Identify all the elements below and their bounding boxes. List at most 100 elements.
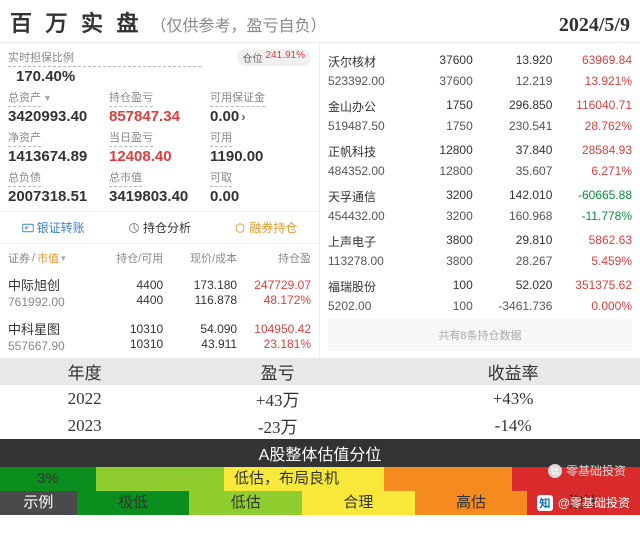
stock-name: 沃尔核材	[328, 53, 408, 70]
wechat-watermark: 信 零基础投资	[548, 462, 626, 479]
holding-row[interactable]: 沃尔核材 37600 13.920 63969.84	[328, 49, 632, 74]
stock-mv: 484352.00	[328, 164, 408, 178]
liability-value: 2007318.51	[8, 188, 109, 205]
stock-pct: 28.762%	[552, 119, 632, 133]
margin-ratio-value: 170.40%	[16, 68, 75, 85]
stock-cost: 12.219	[473, 74, 553, 88]
stock-pct: 6.271%	[552, 164, 632, 178]
page-title: 百 万 实 盘	[10, 6, 143, 38]
stock-name: 福瑞股份	[328, 278, 408, 295]
sort-icon[interactable]: ▾	[61, 253, 66, 264]
stock-name: 正帆科技	[328, 143, 408, 160]
total-assets-value: 3420993.40	[8, 108, 109, 125]
stock-pl: 104950.42	[254, 322, 311, 336]
day-pl-value: 12408.40	[109, 148, 210, 165]
market-value-value: 3419803.40	[109, 188, 210, 205]
stock-price: 13.920	[473, 53, 553, 70]
stock-pct: 5.459%	[552, 254, 632, 268]
stock-cost: 160.968	[473, 209, 553, 223]
header-date: 2024/5/9	[559, 14, 630, 37]
avail-margin-label: 可用保证金	[210, 89, 265, 107]
stock-pct: 0.000%	[552, 299, 632, 313]
stock-cost: -3461.736	[473, 299, 553, 313]
stock-avail: 3800	[408, 254, 473, 268]
stock-pl: 351375.62	[552, 278, 632, 295]
stock-pct: 23.181%	[237, 337, 311, 351]
stock-qty: 4400	[137, 278, 164, 292]
holding-row[interactable]: 上声电子 3800 29.810 5862.63	[328, 229, 632, 254]
valuation-legend-label: 示例	[0, 491, 77, 515]
stock-cost: 230.541	[473, 119, 553, 133]
stock-qty: 3200	[408, 188, 473, 205]
stock-qty: 10310	[130, 322, 163, 336]
holding-row[interactable]: 中科星图557667.90 1031010310 54.09043.911 10…	[0, 314, 319, 358]
available-label: 可用	[210, 129, 232, 147]
valuation-current-pct: 3%	[37, 470, 59, 487]
holding-row[interactable]: 金山办公 1750 296.850 116040.71	[328, 94, 632, 119]
day-pl-label: 当日盈亏	[109, 129, 153, 147]
holding-row-sub: 519487.50 1750 230.541 28.762%	[328, 119, 632, 139]
stock-price: 173.180	[194, 278, 237, 292]
valuation-band-label: 低估	[189, 491, 302, 515]
stock-mv: 519487.50	[328, 119, 408, 133]
stock-mv: 113278.00	[328, 254, 408, 268]
stock-pct: 13.921%	[552, 74, 632, 88]
stock-price: 54.090	[200, 322, 237, 336]
stock-mv: 5202.00	[328, 299, 408, 313]
holding-pl-label: 持仓盈亏	[109, 89, 153, 107]
stock-pct: 48.172%	[237, 293, 311, 307]
valuation-note: 低估，布局良机	[234, 467, 339, 491]
valuation-band-label: 合理	[302, 491, 415, 515]
wechat-icon: 信	[548, 464, 562, 478]
zhihu-icon: 知	[537, 495, 553, 511]
stock-pl: 247729.07	[254, 278, 311, 292]
stock-qty: 1750	[408, 98, 473, 115]
holding-row[interactable]: 福瑞股份 100 52.020 351375.62	[328, 274, 632, 299]
year-row: 2022+43万+43%	[0, 385, 640, 412]
stock-pl: 63969.84	[552, 53, 632, 70]
stock-avail: 37600	[408, 74, 473, 88]
pie-icon	[128, 222, 140, 234]
stock-cost: 28.267	[473, 254, 553, 268]
year-col: 年度	[0, 358, 169, 385]
position-pill: 仓位 241.91%	[237, 49, 311, 66]
stock-price: 29.810	[473, 233, 553, 250]
holding-row[interactable]: 中际旭创761992.00 44004400 173.180116.878 24…	[0, 270, 319, 314]
holdings-header: 证券/市值▾ 持仓/可用 现价/成本 持仓盈	[0, 244, 319, 270]
holdings-count: 共有8条持仓数据	[328, 319, 632, 351]
holding-row-sub: 113278.00 3800 28.267 5.459%	[328, 254, 632, 274]
valuation-band-label: 高估	[415, 491, 528, 515]
stock-pl: -60665.88	[552, 188, 632, 205]
stock-price: 142.010	[473, 188, 553, 205]
stock-avail: 12800	[408, 164, 473, 178]
year-col: 收益率	[386, 358, 640, 385]
stock-price: 296.850	[473, 98, 553, 115]
margin-ratio-label: 实时担保比例	[8, 49, 201, 67]
withdrawable-value: 0.00	[210, 188, 311, 205]
valuation-title: A股整体估值分位	[0, 439, 640, 467]
holding-row[interactable]: 正帆科技 12800 37.840 28584.93	[328, 139, 632, 164]
tab-margin[interactable]: 融券持仓	[213, 212, 319, 243]
valuation-band: 低估，布局良机	[224, 467, 384, 491]
chevron-down-icon[interactable]: ▼	[43, 93, 52, 103]
market-value-label: 总市值	[109, 169, 142, 187]
stock-avail: 4400	[89, 293, 163, 307]
stock-avail: 100	[408, 299, 473, 313]
holding-row[interactable]: 天孚通信 3200 142.010 -60665.88	[328, 184, 632, 209]
holding-row-sub: 484352.00 12800 35.607 6.271%	[328, 164, 632, 184]
valuation-band	[384, 467, 512, 491]
tab-transfer[interactable]: 银证转账	[0, 212, 106, 243]
stock-name: 上声电子	[328, 233, 408, 250]
stock-qty: 3800	[408, 233, 473, 250]
tab-analysis[interactable]: 持仓分析	[106, 212, 212, 243]
net-assets-value: 1413674.89	[8, 148, 109, 165]
year-row: 2023-23万-14%	[0, 412, 640, 439]
year-col: 盈亏	[169, 358, 386, 385]
transfer-icon	[22, 222, 34, 234]
stock-mv: 761992.00	[8, 295, 89, 309]
avail-margin-value[interactable]: 0.00›	[210, 108, 311, 125]
stock-cost: 35.607	[473, 164, 553, 178]
chevron-right-icon[interactable]: ›	[241, 109, 245, 124]
available-value: 1190.00	[210, 148, 311, 165]
total-assets-label: 总资产	[8, 89, 41, 107]
